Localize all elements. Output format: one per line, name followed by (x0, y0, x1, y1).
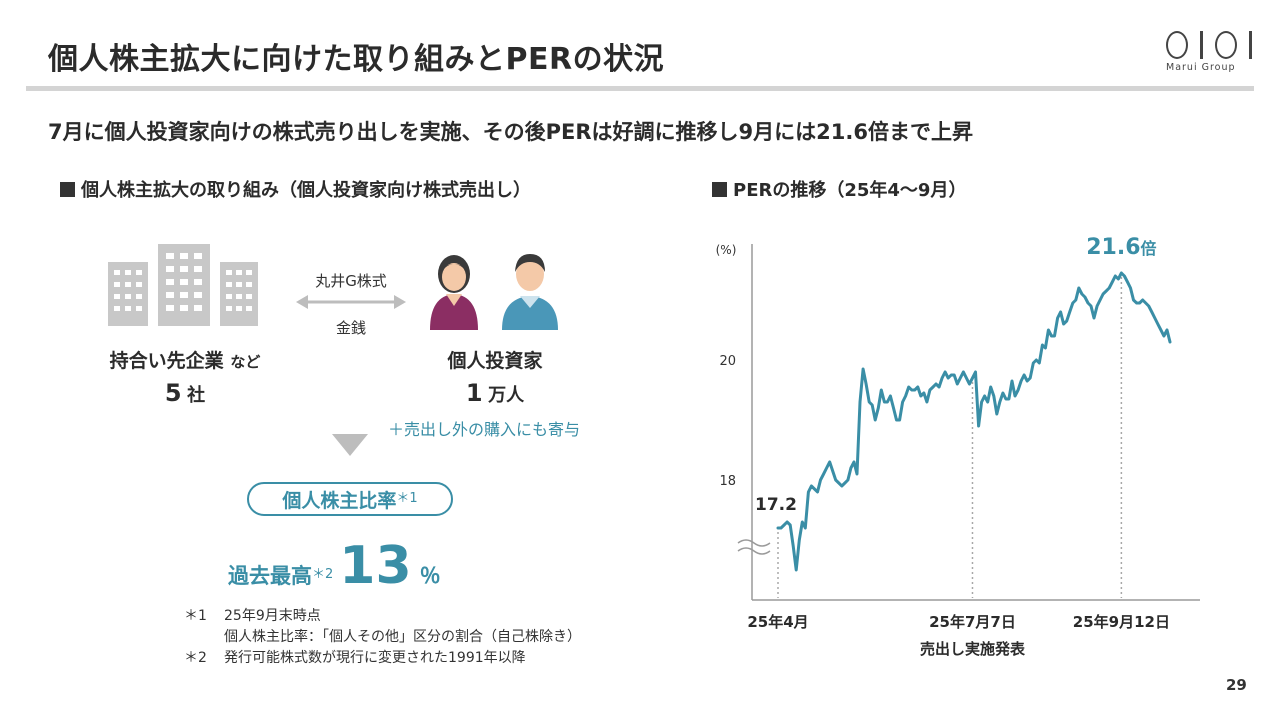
double-arrow-icon (296, 295, 406, 309)
logo-mark-icon (1166, 30, 1252, 60)
down-triangle-icon (332, 434, 368, 456)
footnote-row: 個人株主比率：「個人その他」区分の割合（自己株除き） (224, 629, 581, 645)
exchange-arrow: 丸井G株式 金銭 (296, 270, 406, 338)
footnote-row: ＊2 発行可能株式数が現行に変更された1991年以降 (184, 650, 526, 666)
record-block: 過去最高＊2 13 ％ (228, 536, 441, 596)
ratio-pill: 個人株主比率＊1 (247, 482, 453, 516)
ratio-label: 個人株主比率 (282, 490, 397, 512)
x-tick-label: 25年4月 (747, 613, 808, 631)
record-unit: ％ (419, 564, 441, 588)
companies-count: 5 (164, 379, 182, 407)
companies-label: 持合い先企業 (109, 350, 224, 372)
square-bullet-icon (60, 182, 75, 197)
companies-suffix: など (230, 353, 261, 371)
square-bullet-icon (712, 182, 727, 197)
arrow-top-label: 丸井G株式 (315, 272, 387, 290)
data-label: 17.2 (755, 495, 797, 515)
record-label: 過去最高 (228, 564, 312, 588)
x-tick-label: 25年9月12日 (1073, 613, 1170, 631)
footnotes: ＊1 25年9月末時点 個人株主比率：「個人その他」区分の割合（自己株除き） ＊2… (184, 606, 581, 669)
y-tick-label: 20 (719, 354, 736, 369)
buildings-icon (108, 244, 258, 326)
data-label-suffix: 倍 (1141, 239, 1157, 258)
y-tick-label: 18 (719, 474, 736, 489)
x-tick-label: 25年7月7日 (929, 613, 1016, 631)
page-number: 29 (1226, 676, 1247, 694)
x-tick-sublabel: 売出し実施発表 (920, 640, 1026, 658)
ratio-note-mark: ＊1 (396, 491, 418, 506)
headline: 7月に個人投資家向けの株式売り出しを実施、その後PERは好調に推移し9月には21… (48, 120, 973, 144)
y-axis-unit: (%) (716, 243, 737, 257)
extra-purchase-note: ＋売出し外の購入にも寄与 (388, 420, 581, 439)
record-note-mark: ＊2 (312, 567, 334, 582)
logo-text: Marui Group (1166, 62, 1236, 73)
companies-block: 持合い先企業 など 5 社 (90, 346, 280, 407)
left-section-title: 個人株主拡大の取り組み（個人投資家向け株式売出し） (60, 176, 531, 202)
right-section-title: PERの推移（25年4〜9月） (712, 176, 966, 202)
title-divider (26, 86, 1254, 91)
axis-break-icon (737, 539, 771, 547)
data-label: 21.6倍 (1086, 235, 1156, 260)
record-value: 13 (339, 536, 412, 596)
page-title: 個人株主拡大に向けた取り組みとPERの状況 (48, 42, 665, 77)
investors-label: 個人投資家 (447, 350, 543, 372)
investors-unit: 万人 (488, 385, 525, 406)
arrow-bottom-label: 金銭 (335, 319, 366, 337)
investors-icon (430, 254, 558, 330)
footnote-row: ＊1 25年9月末時点 (184, 608, 321, 624)
investors-block: 個人投資家 1 万人 (410, 346, 580, 407)
axis-break-icon (737, 547, 771, 555)
marui-logo: Marui Group (1166, 30, 1252, 73)
per-series-line (776, 271, 1172, 572)
companies-unit: 社 (187, 385, 206, 406)
investors-count: 1 (465, 379, 483, 407)
